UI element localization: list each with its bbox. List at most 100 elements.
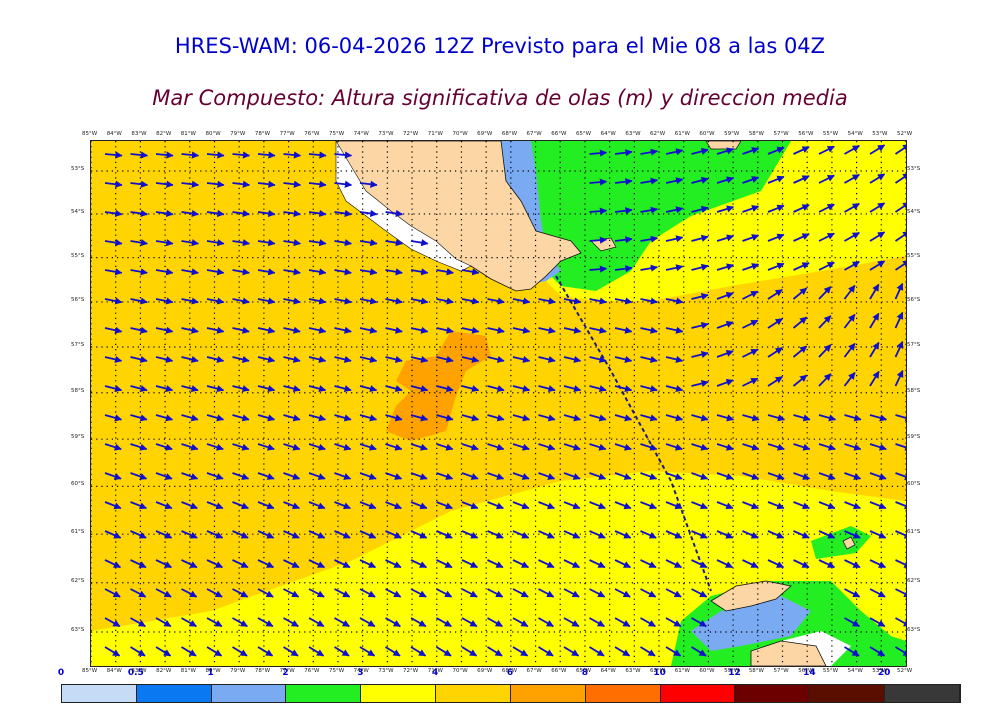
wave-direction-arrow (155, 617, 172, 628)
lon-label: 80°W (205, 668, 221, 674)
wave-direction-arrow (589, 236, 608, 244)
wave-direction-arrow (640, 414, 658, 422)
colorbar-label: 1 (207, 668, 214, 678)
wave-direction-arrow (385, 297, 403, 305)
wave-direction-arrow (308, 355, 327, 363)
wave-direction-arrow (232, 355, 250, 363)
wave-direction-arrow (257, 297, 276, 305)
map-area (90, 140, 907, 667)
wave-direction-arrow (130, 646, 146, 657)
wave-direction-arrow (359, 414, 378, 422)
wave-direction-arrow (308, 559, 326, 569)
wave-direction-arrow (104, 355, 123, 363)
wave-direction-arrow (436, 326, 454, 334)
colorbar-segment (136, 685, 212, 702)
lon-label: 60°W (699, 131, 715, 137)
wave-direction-arrow (155, 472, 173, 480)
wave-direction-arrow (359, 209, 378, 217)
wave-direction-arrow (614, 414, 633, 422)
wave-direction-arrow (793, 414, 811, 422)
wave-direction-arrow (385, 414, 403, 422)
wave-direction-arrow (844, 646, 860, 657)
lon-label: 64°W (600, 668, 616, 674)
wave-direction-arrow (563, 617, 580, 628)
wave-direction-arrow (818, 315, 832, 329)
wave-direction-arrow (308, 268, 327, 276)
wave-direction-arrow (538, 355, 556, 363)
wave-direction-arrow (385, 559, 402, 569)
wave-direction-arrow (869, 646, 886, 657)
wave-direction-arrow (410, 501, 428, 510)
wave-direction-arrow (512, 559, 530, 569)
wave-direction-arrow (436, 559, 453, 569)
wave-direction-arrow (894, 260, 906, 271)
wave-direction-arrow (257, 443, 275, 451)
wave-direction-arrow (206, 385, 225, 393)
wave-direction-arrow (563, 443, 581, 451)
wave-direction-arrow (640, 559, 657, 569)
lon-label: 68°W (501, 131, 518, 137)
wave-direction-arrow (283, 268, 301, 276)
lon-label: 56°W (798, 668, 814, 674)
wave-direction-arrow (895, 530, 906, 539)
wave-direction-arrow (895, 617, 906, 627)
wave-direction-arrow (691, 351, 709, 359)
wave-direction-arrow (334, 617, 350, 628)
wave-direction-arrow (640, 530, 657, 539)
wave-direction-arrow (308, 151, 327, 159)
wave-direction-arrow (487, 559, 504, 569)
wave-direction-arrow (308, 617, 325, 628)
wave-direction-arrow (359, 180, 378, 188)
wave-direction-arrows (104, 144, 906, 657)
wave-direction-arrow (512, 501, 530, 510)
wave-direction-arrow (793, 443, 811, 451)
wave-direction-arrow (181, 355, 199, 363)
wave-direction-arrow (869, 260, 886, 271)
lat-label: 55°S (71, 252, 85, 259)
wave-direction-arrow (538, 326, 556, 334)
wave-direction-arrow (691, 588, 708, 598)
wave-direction-arrow (869, 312, 880, 329)
wave-direction-arrow (206, 559, 224, 569)
lon-label: 79°W (230, 668, 246, 674)
wave-direction-arrow (818, 203, 835, 213)
wave-direction-arrow (206, 355, 225, 363)
wave-direction-arrow (742, 290, 759, 300)
wave-direction-arrow (155, 588, 172, 598)
wave-direction-arrow (665, 206, 684, 214)
lon-label: 61°W (674, 668, 690, 674)
wave-direction-arrow (436, 530, 453, 539)
wave-direction-arrow (716, 501, 734, 510)
wave-direction-arrow (665, 617, 682, 628)
wave-direction-arrow (283, 209, 302, 217)
wave-direction-arrow (640, 355, 658, 363)
wave-direction-arrow (181, 501, 198, 510)
wave-direction-arrow (793, 501, 810, 510)
wave-direction-arrow (283, 443, 301, 451)
wave-direction-arrow (487, 646, 503, 657)
wave-direction-arrow (563, 414, 582, 422)
wave-direction-arrow (104, 617, 121, 628)
wave-direction-arrow (716, 559, 734, 569)
wave-direction-arrow (181, 239, 200, 247)
wave-direction-arrow (436, 414, 454, 422)
lon-label: 85°W (82, 668, 98, 674)
wave-direction-arrow (614, 646, 631, 657)
wave-direction-arrow (487, 355, 505, 363)
wave-direction-arrow (410, 355, 429, 363)
wave-direction-arrow (843, 342, 856, 358)
wave-direction-arrow (512, 646, 529, 657)
lon-label: 75°W (328, 131, 345, 137)
wave-direction-arrow (104, 326, 123, 334)
wave-direction-arrow (104, 472, 122, 480)
lon-label: 62°W (650, 131, 666, 137)
wave-direction-arrow (691, 646, 707, 657)
lon-label: 73°W (378, 668, 394, 674)
wave-direction-arrow (461, 646, 478, 657)
wave-direction-arrow (792, 316, 808, 329)
wave-direction-arrow (436, 268, 454, 276)
wave-direction-arrow (691, 472, 709, 480)
wave-direction-arrow (614, 355, 633, 363)
wave-direction-arrow (232, 588, 249, 598)
lon-label: 84°W (106, 668, 122, 674)
